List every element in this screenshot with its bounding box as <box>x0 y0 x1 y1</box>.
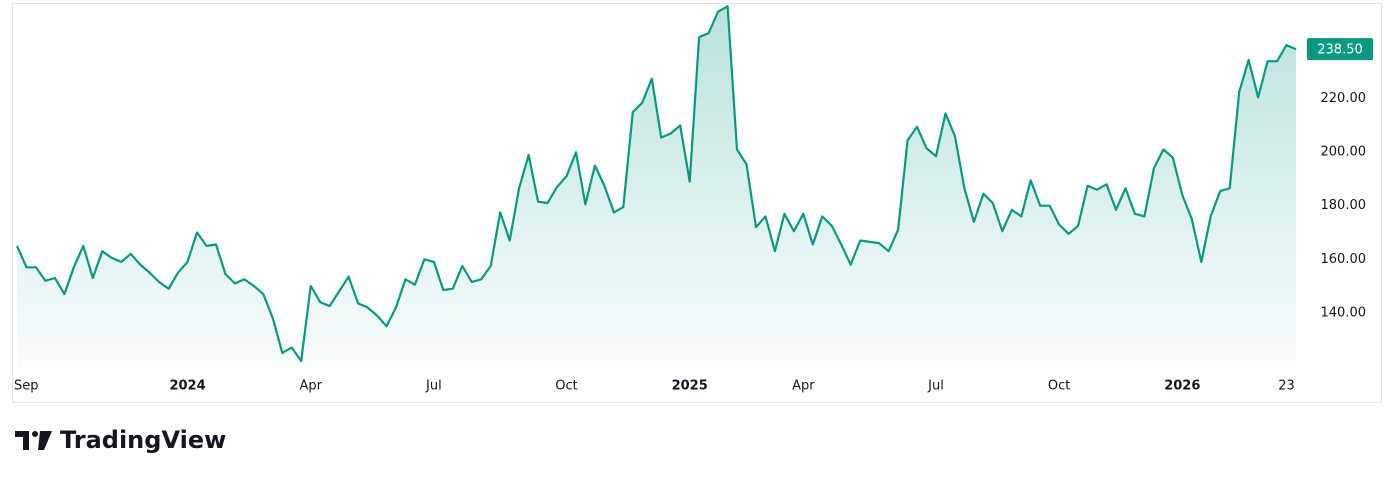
x-tick-label: Apr <box>299 379 322 394</box>
x-tick-label: Sep <box>14 379 39 394</box>
x-tick-label: 23 <box>1278 379 1295 394</box>
price-tag <box>1307 38 1373 61</box>
x-tick-label: Jul <box>927 379 944 394</box>
price-tag-label: 238.50 <box>1317 43 1363 58</box>
brand-name[interactable]: TradingView <box>60 426 226 454</box>
x-tick-label: 2025 <box>672 379 708 394</box>
y-tick-label: 140.00 <box>1321 305 1367 320</box>
x-tick-label: Oct <box>1048 379 1070 394</box>
area-fill <box>17 6 1296 370</box>
y-tick-label: 220.00 <box>1321 91 1367 106</box>
x-tick-label: Oct <box>555 379 577 394</box>
y-tick-label: 160.00 <box>1321 252 1367 267</box>
x-tick-label: 2024 <box>169 379 205 394</box>
y-tick-label: 180.00 <box>1321 198 1367 213</box>
x-tick-label: 2026 <box>1164 379 1200 394</box>
logo <box>15 431 52 450</box>
chart-frame <box>12 3 1382 403</box>
x-tick-label: Apr <box>792 379 815 394</box>
y-tick-label: 200.00 <box>1321 145 1367 160</box>
x-tick-label: Jul <box>425 379 442 394</box>
price-line <box>15 5 1297 363</box>
